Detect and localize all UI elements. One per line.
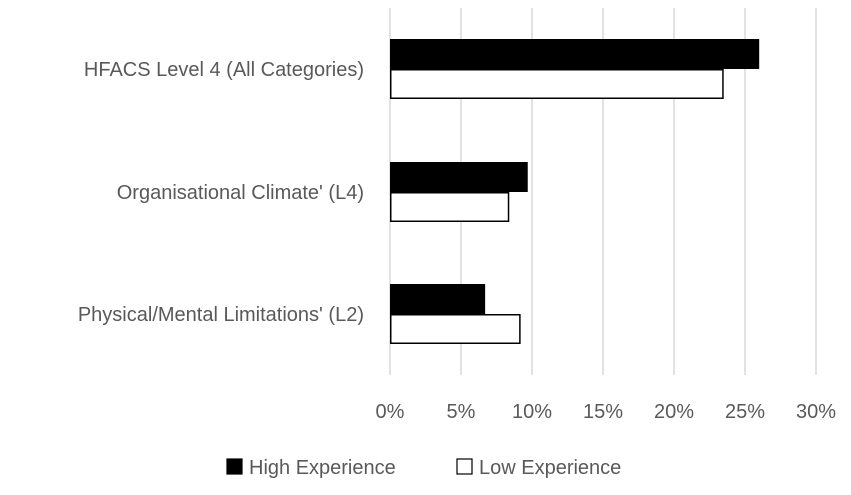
x-tick-label: 5%	[447, 401, 476, 423]
bar-high-experience-1	[390, 39, 760, 69]
legend-label-low-experience: Low Experience	[479, 457, 621, 479]
bar-low-experience-2	[390, 192, 510, 222]
category-label: Physical/Mental Limitations' (L2)	[78, 304, 364, 326]
bar-low-experience-3	[390, 314, 521, 344]
bar-high-experience-3	[390, 284, 486, 314]
category-label: Organisational Climate' (L4)	[117, 182, 364, 204]
x-tick-label: 30%	[796, 401, 836, 423]
legend-swatch-low-experience	[456, 458, 473, 475]
x-tick-label: 25%	[725, 401, 765, 423]
legend-swatch-high-experience	[226, 458, 243, 475]
x-tick-label: 15%	[583, 401, 623, 423]
legend: High Experience Low Experience	[226, 457, 621, 479]
category-label: HFACS Level 4 (All Categories)	[84, 59, 364, 81]
bar-layer	[390, 39, 760, 344]
bar-high-experience-2	[390, 162, 528, 192]
legend-label-high-experience: High Experience	[249, 457, 396, 479]
x-tick-label: 10%	[512, 401, 552, 423]
x-tick-label: 20%	[654, 401, 694, 423]
x-tick-label: 0%	[376, 401, 405, 423]
label-layer: 0% 5% 10% 15% 20% 25% 30% HFACS Level 4 (All Ca…	[78, 59, 836, 423]
bar-low-experience-1	[390, 69, 724, 99]
